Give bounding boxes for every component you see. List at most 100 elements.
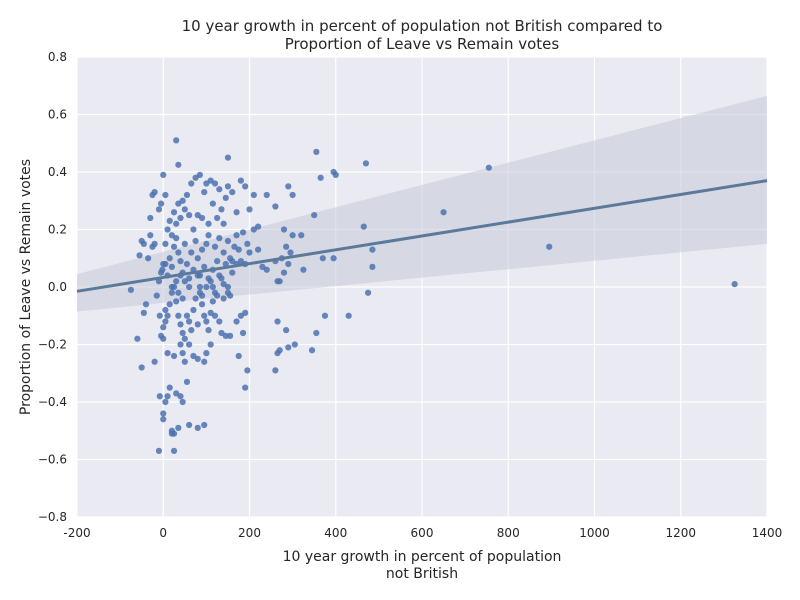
data-point [147, 232, 154, 239]
data-point [211, 312, 219, 319]
data-point [188, 327, 195, 334]
data-point [224, 154, 232, 161]
data-points [127, 137, 738, 454]
data-point [203, 350, 210, 357]
data-point [280, 226, 288, 233]
y-tick-label: 0.2 [48, 223, 67, 237]
data-point [211, 289, 219, 296]
data-point [198, 246, 206, 253]
data-point [205, 327, 212, 334]
data-point [205, 275, 212, 282]
data-point [362, 160, 370, 167]
data-point [201, 189, 208, 196]
data-point [220, 249, 227, 256]
data-point [242, 183, 249, 190]
data-point [289, 191, 296, 199]
data-point [203, 318, 210, 325]
data-point [283, 243, 290, 250]
data-point [222, 332, 229, 339]
data-point [276, 347, 283, 354]
data-point [332, 171, 339, 178]
x-tick-label: 1400 [752, 526, 783, 540]
data-point [360, 223, 367, 230]
data-point [183, 260, 191, 268]
data-point [175, 312, 182, 319]
data-point [237, 177, 244, 184]
y-tick-label: 0.8 [48, 50, 67, 64]
data-point [181, 335, 188, 342]
data-point [181, 240, 188, 247]
data-point [216, 272, 223, 279]
data-point [136, 252, 143, 259]
data-point [194, 272, 201, 279]
data-point [216, 235, 223, 242]
data-point [289, 232, 296, 239]
data-point [198, 301, 206, 308]
y-tick-label: 0.4 [48, 165, 67, 179]
data-point [188, 249, 195, 256]
x-tick-label: 200 [238, 526, 261, 540]
data-point [157, 200, 165, 207]
data-point [244, 367, 251, 374]
data-point [166, 255, 173, 262]
data-point [246, 249, 253, 256]
data-point [239, 229, 247, 236]
data-point [179, 350, 186, 357]
data-point [207, 341, 214, 348]
data-point [203, 240, 210, 247]
data-point [218, 206, 225, 213]
data-point [229, 189, 236, 196]
data-point [229, 269, 236, 276]
data-point [156, 312, 163, 319]
data-point [186, 421, 193, 429]
data-point [164, 350, 171, 357]
data-point [151, 358, 158, 365]
data-point [233, 209, 240, 216]
y-tick-label: 0.6 [48, 108, 67, 122]
data-point [222, 260, 229, 268]
data-point [209, 298, 216, 305]
data-point [287, 249, 294, 256]
data-point [145, 255, 152, 262]
data-point [321, 312, 329, 319]
data-point [239, 329, 247, 337]
y-tick-label: −0.6 [38, 453, 67, 467]
data-point [345, 312, 352, 319]
data-point [283, 327, 290, 334]
data-point [162, 398, 169, 406]
data-point [170, 447, 178, 454]
data-point [138, 364, 145, 371]
data-point [162, 191, 169, 199]
data-point [255, 223, 262, 230]
data-point [164, 393, 171, 400]
data-point [196, 283, 204, 291]
data-point [272, 203, 279, 210]
data-point [313, 148, 320, 155]
data-point [186, 212, 193, 219]
data-point [142, 301, 150, 308]
data-point [168, 232, 175, 239]
x-tick-labels: -200 0 200 400 600 800 1000 1200 1400 [63, 526, 782, 540]
data-point [127, 286, 135, 293]
data-point [168, 283, 175, 291]
data-point [196, 171, 204, 178]
data-point [181, 358, 188, 365]
data-point [311, 212, 318, 219]
data-point [160, 324, 167, 331]
data-point [160, 335, 167, 342]
data-point [170, 243, 178, 250]
data-point [168, 430, 175, 437]
x-tick-label: 1000 [579, 526, 610, 540]
x-tick-label: 600 [411, 526, 434, 540]
x-axis-label-line-1: 10 year growth in percent of population [283, 549, 562, 565]
data-point [155, 206, 163, 213]
data-point [291, 341, 298, 348]
data-point [224, 283, 232, 291]
data-point [300, 266, 307, 273]
data-point [546, 243, 553, 250]
data-point [177, 258, 184, 265]
y-tick-label: −0.2 [38, 338, 67, 352]
data-point [162, 240, 169, 247]
data-point [272, 367, 279, 374]
x-axis-label-line-2: not British [386, 566, 458, 582]
